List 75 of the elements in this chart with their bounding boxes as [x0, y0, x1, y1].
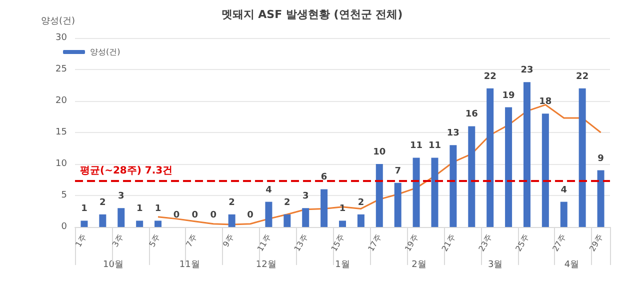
bar: [339, 220, 346, 227]
bar: [394, 182, 402, 227]
bar: [560, 202, 568, 227]
data-label: 22: [576, 72, 589, 82]
data-label: 9: [598, 154, 604, 164]
bar: [578, 88, 586, 227]
data-label: 19: [502, 90, 515, 101]
text: 1월: [335, 260, 350, 270]
bar: [284, 214, 291, 227]
data-label: 2: [228, 198, 235, 208]
bar: [376, 164, 383, 227]
bar: [542, 114, 549, 227]
bar: [450, 145, 457, 227]
bar: [486, 88, 494, 227]
chart-title: 멧돼지 ASF 발생현황 (연천군 전체): [221, 8, 403, 21]
bar: [265, 202, 272, 227]
data-label: 4: [266, 185, 272, 196]
data-label: 23: [520, 66, 534, 76]
x-tick-label: 5주: [148, 232, 162, 249]
y-tick-label: 25: [56, 64, 67, 74]
bar: [431, 158, 438, 227]
ref-line-label: 평균(~28주) 7.3건: [80, 166, 173, 177]
data-label: 11: [410, 141, 423, 152]
data-label: 3: [118, 192, 124, 202]
x-tick-label: 3주: [110, 232, 126, 249]
data-label: 1: [136, 204, 143, 214]
text: 10월: [102, 260, 124, 270]
bar: [523, 82, 530, 227]
data-label: 10: [373, 148, 386, 158]
data-label: 0: [192, 210, 198, 220]
bar: [320, 189, 328, 227]
y-tick-label: 20: [56, 96, 68, 106]
data-label: 22: [484, 72, 496, 82]
bar: [505, 107, 512, 227]
x-tick-label: 7주: [184, 232, 199, 249]
bar: [99, 214, 106, 227]
bar: [80, 220, 88, 227]
data-label: 16: [465, 110, 478, 120]
data-label: 2: [100, 198, 106, 208]
y-tick-label: 30: [56, 33, 68, 43]
data-label: 11: [428, 141, 442, 152]
bar: [136, 220, 144, 227]
bar: [357, 214, 364, 227]
data-label: 6: [320, 172, 328, 183]
y-tick-label: 5: [61, 190, 67, 200]
y-tick-label: 0: [61, 222, 68, 232]
data-label: 4: [560, 185, 568, 196]
bar: [154, 220, 162, 227]
data-label: 1: [81, 204, 88, 214]
y-axis-title: 양성(건): [40, 16, 75, 26]
y-tick-label: 15: [56, 128, 67, 138]
data-label: 2: [358, 198, 364, 208]
data-label: 1: [154, 204, 162, 214]
x-tick-label: 9주: [221, 232, 236, 249]
legend-label: 양성(건): [90, 48, 120, 56]
text: 2월: [412, 260, 426, 270]
text: 11월: [179, 260, 200, 270]
data-label: 13: [446, 128, 460, 139]
data-label: 0: [173, 210, 180, 220]
bar: [118, 208, 125, 227]
data-label: 18: [539, 97, 552, 108]
bar: [468, 126, 476, 227]
data-label: 0: [210, 210, 216, 220]
bar: [228, 214, 236, 227]
data-label: 7: [394, 166, 401, 176]
data-label: 2: [284, 198, 290, 208]
bar: [597, 170, 604, 227]
y-tick-label: 10: [56, 159, 68, 169]
bar: [412, 158, 420, 227]
x-tick-label: 1주: [74, 232, 88, 249]
bar: [302, 208, 310, 227]
text: 3월: [488, 260, 503, 270]
text: 4월: [564, 260, 580, 270]
data-label: 3: [302, 192, 309, 202]
data-label: 0: [247, 210, 254, 220]
